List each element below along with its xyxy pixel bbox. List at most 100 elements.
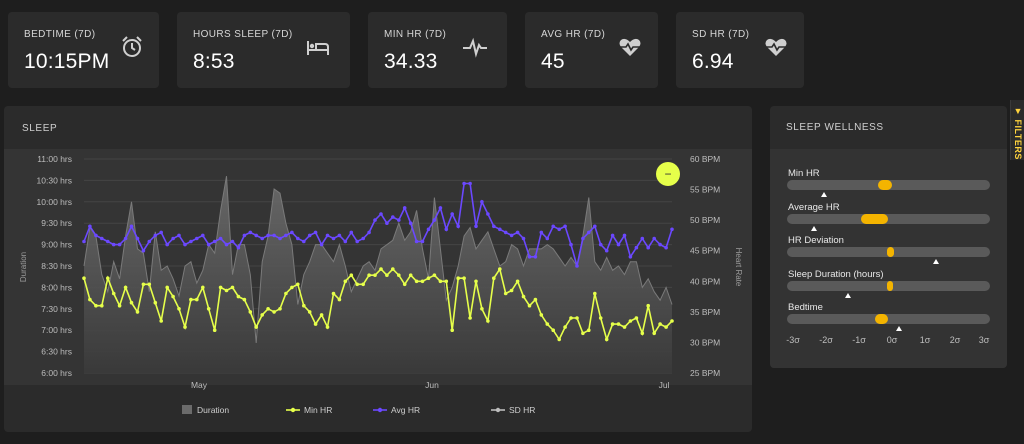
min-hr-point	[135, 310, 140, 314]
min-hr-point	[575, 316, 579, 320]
avg-hr-point	[622, 233, 627, 238]
min-hr-point	[545, 322, 550, 326]
x-tick-label: May	[191, 380, 208, 390]
wellness-track	[787, 280, 990, 291]
collapse-button[interactable]: −	[656, 162, 680, 186]
y2-tick-label: 30 BPM	[690, 337, 720, 347]
min-hr-point	[581, 331, 585, 336]
avg-hr-point	[367, 230, 371, 235]
avg-hr-point	[402, 206, 407, 210]
min-hr-point	[616, 322, 621, 326]
avg-hr-point	[486, 212, 490, 216]
min-hr-point	[129, 300, 134, 305]
min-hr-point	[171, 294, 175, 299]
avg-hr-point	[82, 239, 86, 244]
min-hr-point	[622, 325, 627, 329]
min-hr-point	[302, 303, 306, 308]
min-hr-point	[569, 316, 573, 320]
duration-line	[83, 176, 673, 344]
filters-tab[interactable]: ▼ FILTERS	[1010, 100, 1024, 160]
avg-hr-point	[302, 239, 306, 244]
avg-hr-point	[539, 230, 544, 235]
min-hr-point	[414, 279, 419, 284]
avg-hr-point	[313, 230, 318, 235]
avg-hr-point	[373, 218, 377, 222]
min-hr-point	[533, 297, 538, 302]
avg-hr-point	[183, 242, 187, 247]
sleep-chart: 11:00 hrs 10:30 hrs 10:00 hrs 9:30 hrs 9:00 …	[4, 149, 752, 415]
avg-hr-point	[385, 221, 389, 225]
wellness-track	[787, 314, 990, 324]
avg-hr-point	[521, 236, 526, 241]
y-tick-label: 11:00 hrs	[37, 154, 72, 164]
avg-hr-point	[450, 212, 455, 216]
avg-hr-point	[557, 227, 561, 232]
heart-pulse-icon	[765, 38, 787, 56]
min-hr-point	[206, 307, 211, 311]
min-hr-point	[432, 273, 437, 277]
avg-hr-point	[106, 239, 110, 244]
avg-hr-point	[498, 227, 502, 232]
min-hr-point	[88, 297, 92, 302]
avg-hr-point	[527, 255, 532, 259]
avg-hr-point	[349, 230, 354, 235]
legend-item[interactable]: Avg HR	[373, 405, 420, 415]
legend-item[interactable]: Min HR	[286, 405, 332, 415]
min-hr-point	[551, 328, 555, 332]
min-hr-point	[521, 294, 526, 299]
legend-swatch	[182, 405, 192, 414]
y2-tick-label: 55 BPM	[690, 185, 720, 195]
avg-hr-point	[480, 200, 484, 204]
min-hr-point	[420, 279, 425, 284]
min-hr-point	[391, 267, 395, 271]
stat-label: HOURS SLEEP (7D)	[193, 29, 293, 40]
collapse-icon: −	[664, 167, 671, 181]
min-hr-point	[117, 303, 122, 308]
min-hr-point	[640, 331, 645, 336]
alarm-clock-icon	[122, 36, 142, 57]
stat-value: 6.94	[692, 50, 734, 73]
stat-value: 34.33	[384, 50, 438, 73]
avg-hr-point	[189, 239, 193, 244]
min-hr-point	[230, 285, 235, 290]
wellness-label: Bedtime	[788, 302, 823, 313]
y-tick-label: 9:30 hrs	[41, 218, 72, 228]
avg-hr-point	[515, 230, 520, 235]
avg-hr-point	[201, 233, 205, 238]
y-tick-label: 7:30 hrs	[41, 304, 72, 314]
min-hr-point	[373, 273, 377, 277]
avg-hr-point	[254, 233, 258, 238]
min-hr-point	[296, 282, 300, 287]
wellness-marker	[895, 326, 902, 331]
avg-hr-point	[670, 227, 674, 232]
wellness-track	[787, 213, 990, 224]
stat-card-avg-hr: AVG HR (7D) 45	[525, 12, 658, 88]
avg-hr-point	[640, 236, 645, 241]
avg-hr-point	[212, 239, 217, 244]
min-hr-point	[557, 337, 561, 342]
bed-icon	[307, 41, 329, 55]
avg-hr-point	[563, 224, 567, 229]
wellness-fill	[886, 247, 894, 257]
stat-label: AVG HR (7D)	[541, 29, 606, 40]
legend-item[interactable]: Duration	[182, 405, 229, 415]
wellness-track	[787, 180, 990, 190]
avg-hr-point	[206, 242, 211, 247]
sigma-tick: -3σ	[786, 335, 800, 345]
min-hr-point	[111, 291, 116, 296]
legend-item[interactable]: SD HR	[491, 405, 535, 415]
avg-hr-point	[278, 236, 282, 241]
y-tick-label: 10:30 hrs	[37, 175, 72, 185]
min-hr-point	[527, 303, 532, 308]
y-axis-label: Duration	[19, 252, 28, 282]
min-hr-point	[212, 328, 217, 332]
avg-hr-point	[604, 248, 609, 253]
avg-hr-point	[646, 245, 650, 250]
avg-hr-point	[159, 230, 163, 235]
avg-hr-point	[100, 236, 104, 241]
min-hr-point	[593, 291, 597, 296]
avg-hr-point	[224, 242, 229, 247]
min-hr-point	[367, 273, 371, 277]
duration-area	[84, 176, 672, 373]
min-hr-point	[248, 310, 253, 314]
